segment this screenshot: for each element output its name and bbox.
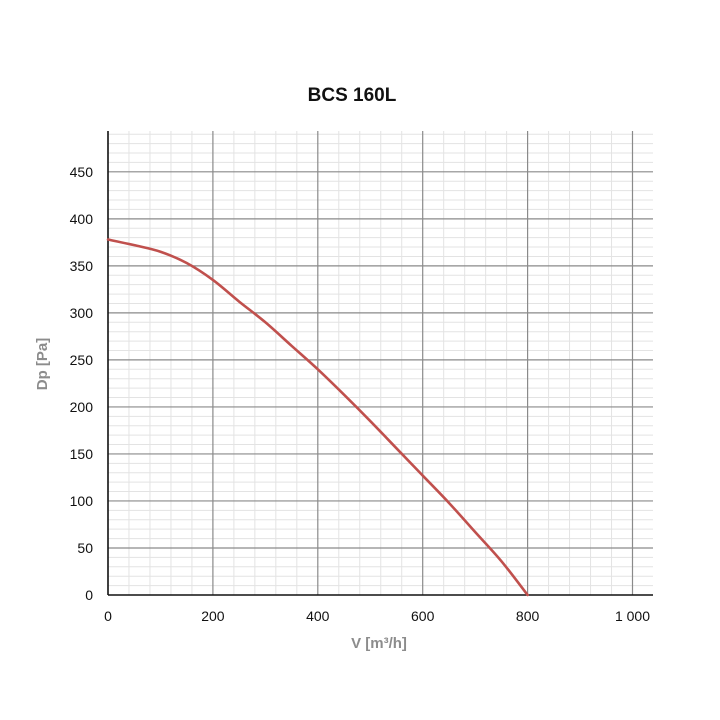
chart-title: BCS 160L [308,85,397,106]
y-tick-label: 250 [70,352,94,368]
x-tick-label: 600 [411,608,435,624]
series-line [106,238,529,597]
x-axis-label: V [m³/h] [351,635,407,652]
y-tick-labels: 0 50 100 150 200 250 300 350 400 450 [70,164,94,603]
series-group [106,238,529,597]
y-tick-label: 450 [70,164,94,180]
y-axis-label: Dp [Pa] [34,338,51,391]
x-tick-label: 800 [516,608,540,624]
y-tick-label: 100 [70,493,94,509]
y-tick-label: 0 [85,587,93,603]
x-tick-label: 0 [104,608,112,624]
y-tick-label: 50 [77,540,93,556]
y-tick-label: 350 [70,258,94,274]
y-tick-label: 400 [70,211,94,227]
y-tick-label: 150 [70,446,94,462]
minor-grid [108,131,653,595]
major-grid [108,131,653,595]
y-tick-label: 200 [70,399,94,415]
x-tick-label: 1 000 [615,608,650,624]
y-tick-label: 300 [70,305,94,321]
x-tick-labels: 0 200 400 600 800 1 000 [104,608,650,624]
x-tick-label: 200 [201,608,225,624]
axes [107,131,653,596]
x-tick-label: 400 [306,608,330,624]
